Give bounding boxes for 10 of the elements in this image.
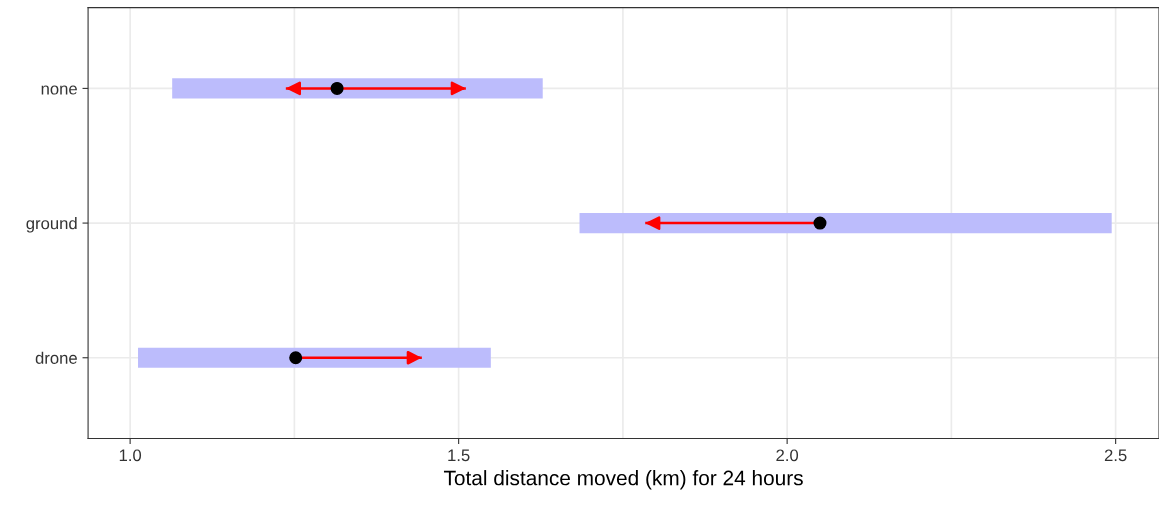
x-tick-label: 1.0 xyxy=(119,449,142,462)
x-tick-label: 2.5 xyxy=(1104,449,1127,462)
x-tick-label: 1.5 xyxy=(448,449,470,462)
bar xyxy=(138,347,491,368)
x-tick-label: 2.0 xyxy=(776,449,799,462)
y-tick-label: drone xyxy=(35,351,77,364)
x-axis-title: Total distance moved (km) for 24 hours xyxy=(443,470,803,490)
y-tick-label: ground xyxy=(26,217,77,233)
y-tick-label: none xyxy=(41,85,77,95)
bar xyxy=(579,212,1112,234)
